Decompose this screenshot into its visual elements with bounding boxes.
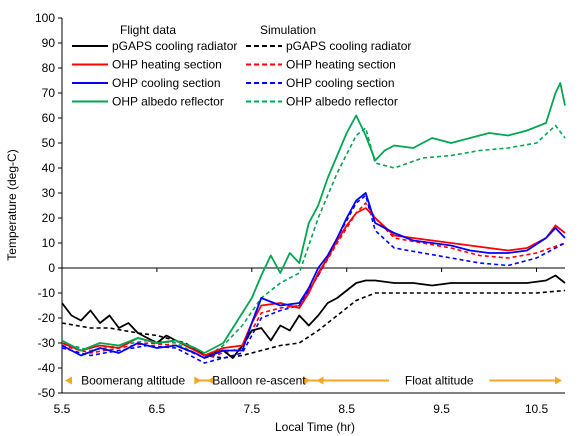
series-line-0 [61, 274, 566, 359]
phase-label: Balloon re-ascent [212, 374, 306, 388]
series-line-4 [61, 192, 566, 359]
phase-2: Float altitude [316, 374, 562, 388]
series-line-3 [61, 202, 566, 359]
x-tick-label: 7.5 [243, 402, 260, 416]
y-tick-label: 20 [42, 211, 56, 225]
x-tick-label: 8.5 [338, 402, 355, 416]
arrowhead-right [303, 376, 311, 385]
x-axis: 5.5 6.5 7.5 8.5 9.5 10.5 [54, 267, 565, 416]
legend-label-3: OHP heating section [286, 58, 396, 72]
y-tick-label: 70 [42, 86, 56, 100]
y-tick-label: -40 [38, 361, 56, 375]
y-tick-label: -50 [38, 386, 56, 400]
y-tick-label: 40 [42, 161, 56, 175]
x-tick-label: 9.5 [433, 402, 450, 416]
phase-0: Boomerang altitude [65, 374, 202, 388]
phase-label: Float altitude [405, 374, 474, 388]
y-axis: -50 -40 -30 -20 -10 0 10 20 30 40 50 60 70 80 90 100 [35, 11, 63, 400]
legend-header-flight: Flight data [120, 23, 176, 37]
y-axis-label: Temperature (deg-C) [5, 149, 19, 260]
y-tick-label: -20 [38, 311, 56, 325]
y-tick-label: 0 [48, 261, 55, 275]
series-line-1 [61, 289, 566, 359]
phase-1: Balloon re-ascent [198, 374, 320, 388]
y-tick-label: 30 [42, 186, 56, 200]
legend: Flight data Simulation pGAPS cooling radia… [72, 23, 411, 109]
y-tick-label: -10 [38, 286, 56, 300]
y-tick-label: 90 [42, 36, 56, 50]
phase-annotations: Boomerang altitude Balloon re-ascent Float… [65, 374, 562, 388]
legend-label-4: OHP cooling section [112, 76, 221, 90]
series-line-6 [61, 82, 566, 354]
legend-label-0: pGAPS cooling radiator [112, 39, 237, 53]
x-tick-label: 6.5 [149, 402, 166, 416]
arrowhead-left [316, 376, 324, 385]
y-tick-label: 60 [42, 111, 56, 125]
y-tick-label: 10 [42, 236, 56, 250]
y-tick-label: 100 [35, 11, 55, 25]
y-tick-label: -30 [38, 336, 56, 350]
legend-label-7: OHP albedo reflector [286, 95, 398, 109]
phase-label: Boomerang altitude [81, 374, 185, 388]
series-line-7 [61, 124, 566, 359]
y-tick-label: 50 [42, 136, 56, 150]
legend-header-simulation: Simulation [260, 23, 316, 37]
legend-label-6: OHP albedo reflector [112, 95, 224, 109]
x-axis-label: Local Time (hr) [275, 420, 355, 434]
arrowhead-left [207, 376, 215, 385]
x-tick-label: 10.5 [525, 402, 549, 416]
arrowhead-left [65, 376, 72, 385]
arrowhead-right [194, 376, 202, 385]
legend-label-2: OHP heating section [112, 58, 222, 72]
series-lines [61, 82, 566, 364]
x-tick-label: 5.5 [54, 402, 71, 416]
arrowhead-right [555, 376, 562, 385]
y-tick-label: 80 [42, 61, 56, 75]
legend-label-1: pGAPS cooling radiator [286, 39, 411, 53]
legend-label-5: OHP cooling section [286, 76, 395, 90]
